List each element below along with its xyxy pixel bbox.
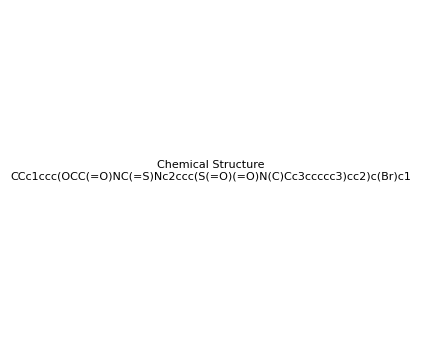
Text: Chemical Structure
CCc1ccc(OCC(=O)NC(=S)Nc2ccc(S(=O)(=O)N(C)Cc3ccccc3)cc2)c(Br)c: Chemical Structure CCc1ccc(OCC(=O)NC(=S)… xyxy=(11,160,411,181)
